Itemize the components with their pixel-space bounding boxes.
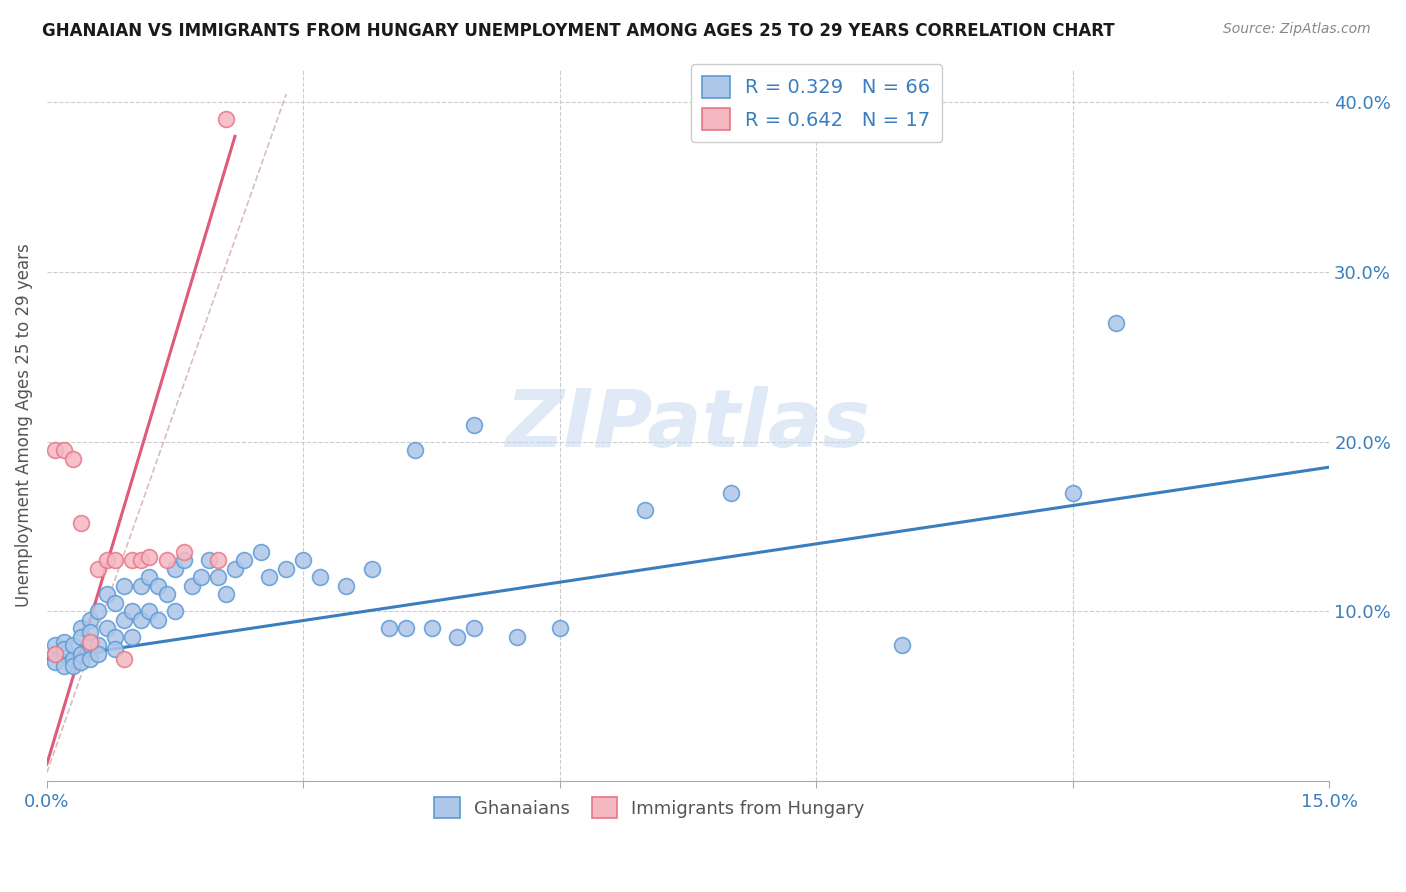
Point (155, 553, 177, 567)
Point (146, 579, 169, 593)
Point (87, 647, 110, 661)
Point (138, 604, 160, 618)
Point (104, 553, 127, 567)
Point (335, 579, 357, 593)
Point (634, 502, 657, 516)
Point (1104, 316, 1126, 330)
Point (360, 562, 382, 576)
Point (79, 638, 101, 652)
Point (378, 621, 401, 635)
Point (309, 570, 332, 584)
Point (104, 630, 127, 644)
Point (446, 630, 468, 644)
Point (463, 621, 485, 635)
Point (249, 545, 271, 559)
Point (395, 621, 418, 635)
Point (276, 562, 298, 576)
Point (53, 647, 76, 661)
Point (207, 553, 229, 567)
Point (181, 579, 204, 593)
Point (70, 621, 93, 635)
Point (112, 613, 135, 627)
Point (53, 641, 76, 656)
Text: Source: ZipAtlas.com: Source: ZipAtlas.com (1223, 22, 1371, 37)
Y-axis label: Unemployment Among Ages 25 to 29 years: Unemployment Among Ages 25 to 29 years (15, 243, 32, 607)
Point (420, 621, 443, 635)
Text: ZIPatlas: ZIPatlas (506, 385, 870, 464)
Point (112, 652, 135, 666)
Point (79, 635, 101, 649)
Point (62, 658, 84, 673)
Point (44, 443, 66, 458)
Point (173, 553, 195, 567)
Point (62, 652, 84, 666)
Point (404, 443, 426, 458)
Point (257, 570, 280, 584)
Point (70, 630, 93, 644)
Point (165, 604, 187, 618)
Text: GHANAIAN VS IMMIGRANTS FROM HUNGARY UNEMPLOYMENT AMONG AGES 25 TO 29 YEARS CORRE: GHANAIAN VS IMMIGRANTS FROM HUNGARY UNEM… (42, 22, 1115, 40)
Point (121, 553, 143, 567)
Point (146, 613, 169, 627)
Point (79, 652, 101, 666)
Point (44, 638, 66, 652)
Point (198, 553, 221, 567)
Point (224, 562, 246, 576)
Point (138, 570, 160, 584)
Point (165, 562, 187, 576)
Point (112, 579, 135, 593)
Point (155, 587, 177, 601)
Point (720, 485, 742, 500)
Point (190, 570, 212, 584)
Point (104, 596, 127, 610)
Point (215, 587, 238, 601)
Point (70, 655, 93, 669)
Point (1062, 485, 1084, 500)
Point (87, 562, 110, 576)
Point (104, 641, 127, 656)
Point (96, 587, 118, 601)
Point (121, 630, 143, 644)
Point (79, 624, 101, 639)
Point (44, 647, 66, 661)
Point (121, 604, 143, 618)
Point (506, 630, 529, 644)
Point (890, 638, 912, 652)
Point (53, 658, 76, 673)
Point (62, 638, 84, 652)
Point (292, 553, 315, 567)
Point (173, 545, 195, 559)
Point (138, 550, 160, 565)
Point (62, 451, 84, 466)
Legend: Ghanaians, Immigrants from Hungary: Ghanaians, Immigrants from Hungary (427, 790, 872, 825)
Point (207, 570, 229, 584)
Point (44, 655, 66, 669)
Point (548, 621, 571, 635)
Point (70, 647, 93, 661)
Point (129, 579, 152, 593)
Point (87, 638, 110, 652)
Point (129, 553, 152, 567)
Point (96, 621, 118, 635)
Point (70, 516, 93, 530)
Point (96, 553, 118, 567)
Point (232, 553, 254, 567)
Point (79, 613, 101, 627)
Point (53, 443, 76, 458)
Point (53, 635, 76, 649)
Point (129, 613, 152, 627)
Point (215, 112, 238, 127)
Point (463, 417, 485, 432)
Point (87, 604, 110, 618)
Point (44, 647, 66, 661)
